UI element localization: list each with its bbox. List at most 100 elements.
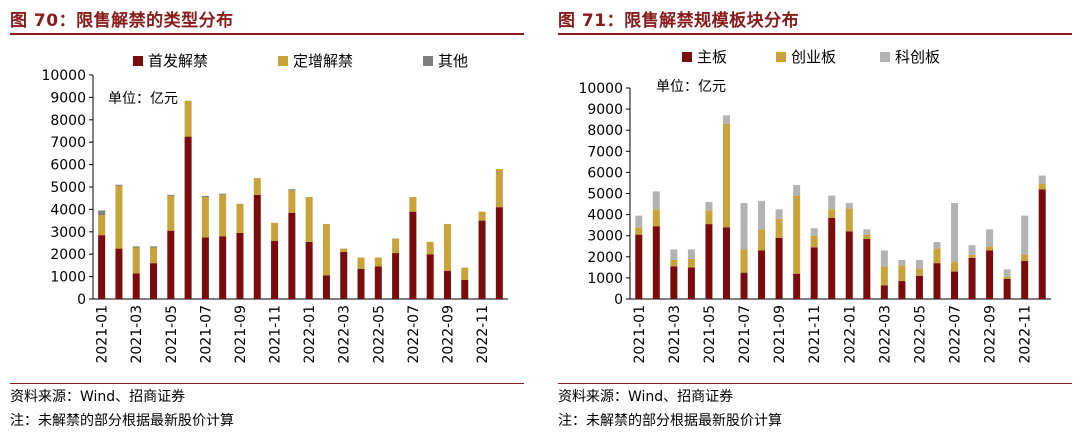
left-bar-2021-02-series-0 (115, 248, 123, 299)
left-y-tick-label: 8000 (50, 113, 86, 129)
right-bar-2021-05-series-1 (705, 210, 713, 225)
left-x-tick-label: 2022-09 (440, 305, 456, 364)
left-legend-label-1: 定增解禁 (293, 52, 353, 70)
right-bar-2022-06-series-1 (933, 248, 941, 264)
left-title-divider (10, 33, 524, 35)
right-bar-2022-04-series-0 (898, 281, 906, 299)
right-bar-2022-05-series-0 (915, 275, 923, 299)
right-bar-2021-08-series-0 (758, 250, 766, 299)
right-legend-label-1: 创业板 (791, 48, 836, 66)
right-bar-2021-09-series-2 (775, 209, 783, 219)
left-bar-2021-11-series-1 (271, 222, 279, 241)
right-y-tick-label: 9000 (587, 102, 623, 118)
left-x-tick-label: 2022-07 (406, 305, 422, 364)
left-y-tick-label: 6000 (50, 158, 86, 174)
left-x-tick-label: 2022-03 (337, 305, 353, 364)
left-x-tick-label: 2022-05 (371, 305, 387, 364)
right-bar-2022-09-series-1 (986, 246, 994, 251)
right-bar-2021-11-series-2 (810, 228, 818, 236)
right-bar-2021-09-series-0 (775, 237, 783, 299)
left-bar-2022-09-series-0 (443, 271, 451, 299)
right-bar-2021-11-series-1 (810, 235, 818, 248)
right-footer-divider (558, 383, 1072, 384)
right-bar-2021-10-series-0 (793, 273, 801, 299)
right-bar-2022-11-series-0 (1021, 261, 1029, 299)
left-bar-2021-01-series-2 (98, 210, 106, 215)
left-bar-2021-06-series-1 (184, 100, 192, 137)
left-y-tick-label: 5000 (50, 180, 86, 196)
right-bar-2021-01-series-2 (635, 215, 643, 228)
right-y-tick-label: 2000 (587, 250, 623, 266)
left-bar-2021-12-series-1 (288, 190, 296, 213)
right-bar-2022-07-series-1 (951, 262, 959, 272)
right-y-tick-label: 7000 (587, 144, 623, 160)
right-bar-2021-12-series-1 (828, 209, 836, 218)
right-bar-2022-06-series-0 (933, 263, 941, 299)
left-legend-label-2: 其他 (438, 52, 468, 70)
right-bar-2022-04-series-1 (898, 265, 906, 282)
right-y-tick-label: 6000 (587, 165, 623, 181)
left-y-tick-label: 3000 (50, 225, 86, 241)
left-bar-2021-02-series-2 (115, 184, 123, 186)
left-bar-2022-08-series-1 (426, 241, 434, 255)
left-bar-2021-09-series-1 (236, 203, 244, 233)
right-x-tick-label: 2022-03 (877, 305, 893, 364)
right-y-tick-label: 8000 (587, 123, 623, 139)
right-bar-2021-05-series-0 (705, 224, 713, 299)
left-bar-2021-04-series-0 (150, 263, 158, 299)
left-bar-2021-08-series-1 (219, 194, 227, 237)
right-figure-title: 图 71：限售解禁规模板块分布 (558, 11, 800, 31)
left-bar-2021-04-series-2 (150, 246, 158, 248)
right-bar-2022-03-series-0 (880, 285, 888, 299)
left-x-tick-label: 2022-01 (302, 305, 318, 364)
left-bar-2021-05-series-2 (167, 194, 175, 196)
right-bar-2022-03-series-1 (880, 266, 888, 286)
right-bar-2021-06-series-0 (722, 227, 730, 299)
left-bar-2022-12-series-0 (495, 207, 503, 299)
right-bar-2021-12-series-2 (828, 195, 836, 210)
right-bar-2022-08-series-1 (968, 254, 976, 258)
right-x-tick-label: 2022-07 (948, 305, 964, 364)
left-bar-2022-10-series-1 (461, 267, 469, 280)
left-footer-divider (10, 383, 524, 384)
right-bar-2022-01-series-1 (845, 208, 853, 232)
right-bar-2022-10-series-2 (1003, 269, 1011, 277)
right-x-tick-label: 2022-11 (1018, 305, 1034, 364)
left-bar-2022-05-series-1 (374, 257, 382, 267)
left-bar-2021-03-series-1 (132, 247, 140, 274)
right-legend-label-2: 科创板 (895, 48, 940, 66)
left-bar-2021-02-series-1 (115, 185, 123, 249)
right-bar-2021-08-series-2 (758, 200, 766, 230)
left-bar-2022-08-series-0 (426, 254, 434, 299)
right-bar-2022-08-series-2 (968, 245, 976, 255)
right-y-tick-label: 3000 (587, 229, 623, 245)
left-bar-2022-09-series-1 (443, 223, 451, 271)
left-bar-2021-07-series-2 (201, 195, 209, 198)
left-x-tick-label: 2021-01 (95, 305, 111, 364)
left-bar-2022-12-series-1 (495, 169, 503, 208)
right-legend-swatch-0 (682, 52, 692, 62)
right-bar-2021-02-series-1 (652, 209, 660, 227)
left-y-tick-label: 1000 (50, 270, 86, 286)
left-legend-swatch-0 (133, 56, 143, 66)
left-bar-2021-07-series-0 (201, 237, 209, 299)
left-bar-2022-04-series-1 (357, 257, 365, 269)
left-y-tick-label: 0 (77, 292, 86, 308)
right-x-tick-label: 2022-09 (983, 305, 999, 364)
left-bar-2021-11-series-0 (271, 240, 279, 299)
left-x-tick-label: 2022-11 (475, 305, 491, 364)
right-x-tick-label: 2021-09 (772, 305, 788, 364)
right-x-tick-label: 2021-11 (807, 305, 823, 364)
left-bar-2021-10-series-0 (253, 194, 261, 299)
right-bar-2021-04-series-1 (687, 258, 695, 268)
left-bar-2022-07-series-1 (409, 197, 417, 212)
right-bar-2022-08-series-0 (968, 257, 976, 299)
right-bar-2022-02-series-2 (863, 229, 871, 235)
right-y-tick-label: 10000 (578, 81, 623, 97)
right-x-tick-label: 2021-03 (667, 305, 683, 364)
right-bar-2021-11-series-0 (810, 247, 818, 299)
right-bar-2022-05-series-1 (915, 268, 923, 276)
left-stacked-bar-chart: 0 1000 2000 3000 4000 5000 6000 7000 8000 9000 100… (41, 52, 508, 364)
left-bar-2022-03-series-1 (340, 248, 348, 252)
left-bar-2021-07-series-1 (201, 197, 209, 238)
